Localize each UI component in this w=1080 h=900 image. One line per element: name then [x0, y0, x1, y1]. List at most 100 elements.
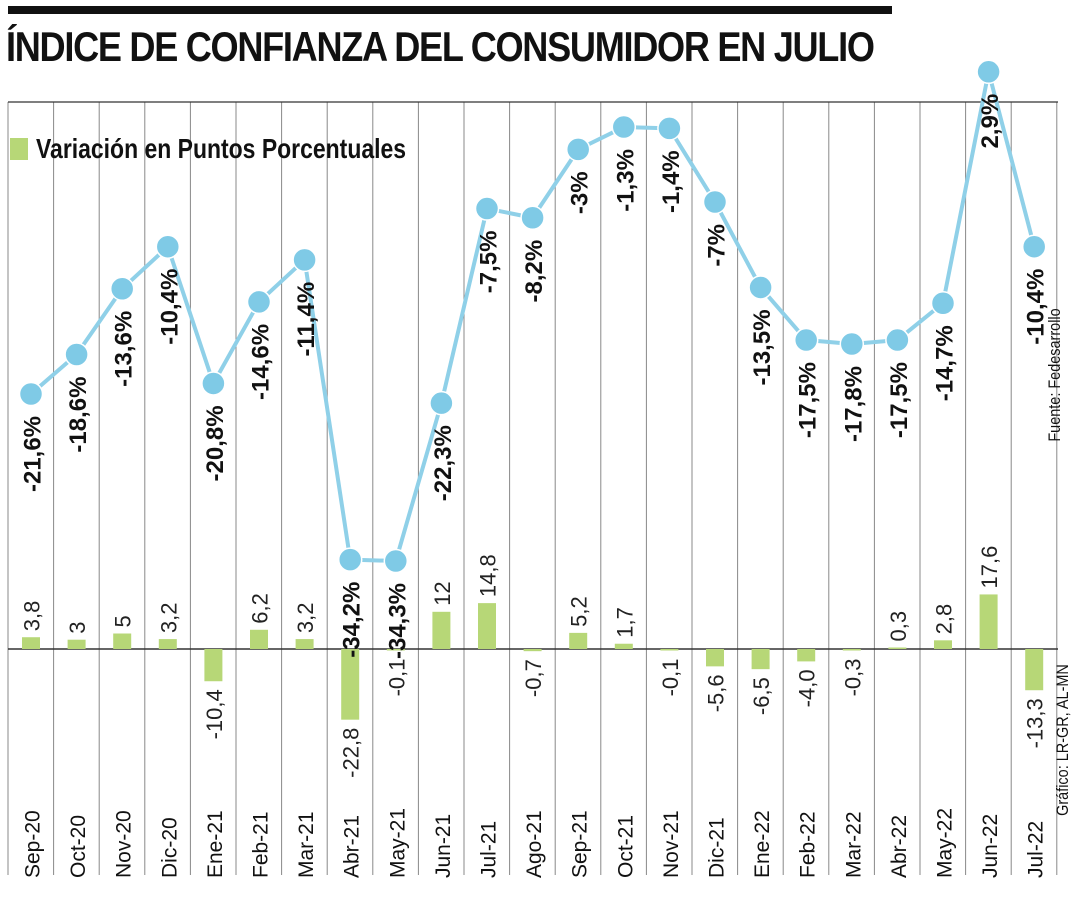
bar-data-label: 2,8 [932, 604, 957, 635]
bar [204, 649, 223, 682]
line-data-label: -8,2% [521, 240, 548, 303]
legend-swatch [10, 138, 28, 160]
line-point [702, 189, 728, 215]
line-data-label: -3% [567, 171, 594, 214]
line-data-label: 2,9% [977, 94, 1004, 149]
x-tick-label: Jun-22 [979, 814, 1002, 878]
bar-data-label: -4,0 [795, 669, 820, 707]
bar [478, 603, 496, 649]
x-tick-label: Mar-21 [295, 811, 318, 878]
x-tick-label: Jun-21 [432, 814, 455, 878]
bar-data-label: 1,7 [612, 607, 637, 638]
line-data-label: -13,6% [111, 311, 138, 387]
bar [614, 643, 633, 649]
bar-data-label: -0,1 [658, 659, 683, 697]
line-point [565, 137, 591, 162]
x-tick-label: Sep-21 [569, 810, 592, 878]
line-point [201, 371, 226, 396]
x-tick-label: May-22 [934, 808, 957, 878]
bar [569, 632, 588, 649]
bar [842, 649, 861, 651]
line-data-label: -34,2% [339, 582, 366, 658]
line-point [793, 327, 819, 353]
bar-data-label: -13,3 [1023, 698, 1048, 748]
bar-data-label: -22,8 [339, 728, 364, 778]
bar-data-label: 0,3 [886, 611, 911, 642]
bar [113, 633, 132, 649]
bar [295, 639, 314, 649]
line-data-label: -14,6% [248, 324, 275, 400]
line-point [885, 327, 910, 353]
x-tick-label: Jul-21 [478, 821, 501, 878]
bar [979, 594, 998, 649]
graphic-credit: Gráfico: LR-GR, AL-MN [1053, 664, 1072, 816]
bar-data-label: -0,1 [384, 659, 409, 697]
source-note: Fuente: Fedesarrollo [1045, 308, 1064, 442]
bar [67, 639, 86, 649]
x-tick-label: Feb-22 [797, 811, 820, 878]
x-tick-label: Sep-20 [22, 810, 45, 878]
line-point [1021, 234, 1047, 259]
x-tick-label: May-21 [386, 808, 409, 878]
line-data-label: -20,8% [202, 405, 229, 481]
bar [751, 649, 770, 670]
x-tick-label: Dic-20 [158, 817, 181, 878]
line-point [520, 205, 545, 231]
line-point [246, 289, 272, 315]
line-point [109, 276, 135, 302]
x-tick-label: Oct-20 [67, 815, 90, 878]
x-tick-label: Ago-21 [523, 810, 546, 878]
line-data-label: -22,3% [430, 425, 457, 501]
line-data-label: -17,5% [795, 362, 822, 438]
x-tick-label: Dic-21 [706, 817, 729, 878]
top-rule [8, 6, 892, 14]
line-point [64, 342, 89, 367]
line-data-label: -1,3% [612, 149, 639, 212]
bar [934, 640, 952, 649]
x-tick-label: Oct-21 [614, 815, 637, 878]
x-tick-label: Abr-22 [888, 815, 911, 878]
line-data-label: -10,4% [156, 269, 183, 345]
line-data-label: -34,3% [384, 583, 411, 659]
line-data-label: -7,5% [476, 231, 503, 294]
x-tick-label: Jul-22 [1025, 821, 1048, 878]
line-point [976, 59, 1001, 85]
x-tick-label: Feb-21 [250, 811, 273, 878]
line-point [839, 331, 865, 357]
bar [22, 637, 40, 649]
line-point [474, 196, 500, 221]
bar [341, 649, 360, 720]
line-point [930, 290, 956, 316]
bar [158, 639, 177, 649]
bar-data-label: -6,5 [749, 677, 774, 715]
line-point [18, 381, 44, 407]
bar-data-label: 3,2 [293, 602, 318, 633]
bar-data-label: -0,7 [521, 659, 546, 697]
line-data-label: -18,6% [65, 377, 92, 453]
line-data-label: -21,6% [20, 416, 47, 492]
bar [386, 649, 405, 651]
bar-data-label: 3,2 [156, 602, 181, 633]
bar [797, 649, 816, 662]
line-point [337, 547, 363, 572]
line-data-label: -17,5% [886, 362, 913, 438]
bar-data-label: -10,4 [202, 689, 227, 739]
line-data-label: -13,5% [749, 309, 776, 385]
bar-data-label: 14,8 [476, 554, 501, 597]
line-point [611, 114, 637, 140]
bar-data-label: -0,3 [840, 659, 865, 697]
line-data-label: -14,7% [932, 325, 959, 401]
bar [660, 649, 679, 651]
legend: Variación en Puntos Porcentuales [10, 133, 487, 165]
line-data-label: -1,4% [658, 150, 685, 213]
x-tick-label: Mar-22 [842, 811, 865, 878]
line-point [155, 234, 181, 259]
bar-data-label: 17,6 [977, 546, 1002, 589]
line-data-label: -11,4% [293, 282, 320, 357]
chart-title: ÍNDICE DE CONFIANZA DEL CONSUMIDOR EN JU… [6, 23, 875, 70]
bar-data-label: 5,2 [567, 596, 592, 627]
x-tick-label: Nov-20 [113, 810, 136, 878]
line-point [748, 275, 773, 300]
line-point [657, 116, 682, 141]
